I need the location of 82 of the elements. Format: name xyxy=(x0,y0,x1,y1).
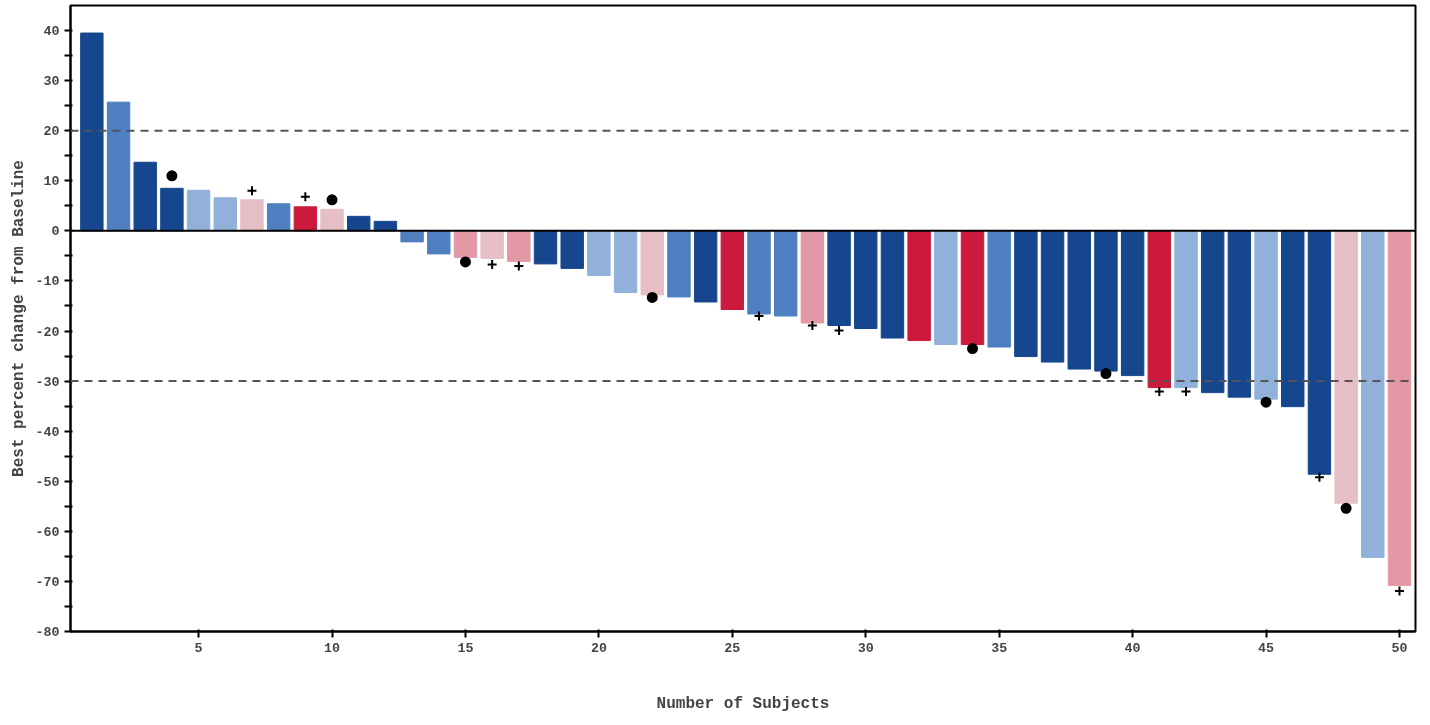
bar xyxy=(533,230,558,265)
point xyxy=(1100,368,1112,380)
bar xyxy=(1387,230,1412,586)
bar xyxy=(613,230,638,293)
bar xyxy=(347,215,371,232)
y-tick-label: 20 xyxy=(43,124,60,140)
x-tick-label: 25 xyxy=(724,640,741,656)
y-tick-label: 40 xyxy=(43,24,60,40)
bar xyxy=(160,187,184,232)
bar xyxy=(106,101,131,232)
point xyxy=(459,256,471,268)
y-tick-label: -80 xyxy=(35,625,60,640)
y-tick-label: 10 xyxy=(43,174,60,190)
bar xyxy=(693,230,718,303)
bar xyxy=(213,197,237,232)
y-axis-title: Best percent change from Baseline xyxy=(9,160,28,477)
bar xyxy=(1254,230,1278,400)
bar xyxy=(907,230,931,342)
point xyxy=(1340,502,1352,514)
y-tick-label: -60 xyxy=(35,524,60,540)
point xyxy=(166,170,178,182)
bar xyxy=(773,230,798,317)
x-tick-label: 50 xyxy=(1391,640,1408,656)
point xyxy=(646,291,658,303)
bar xyxy=(453,230,478,258)
y-tick-label: -50 xyxy=(35,474,60,490)
bar xyxy=(507,230,531,262)
bar xyxy=(186,189,211,232)
bar xyxy=(934,230,958,346)
bar xyxy=(1281,230,1305,408)
bar xyxy=(640,230,664,296)
y-tick-label: -20 xyxy=(35,324,60,340)
y-tick-label: -10 xyxy=(35,274,60,290)
bar xyxy=(80,32,104,232)
bar xyxy=(560,230,584,269)
x-tick-label: 30 xyxy=(857,640,874,656)
bar xyxy=(1040,230,1065,363)
bar xyxy=(1174,230,1198,389)
bar xyxy=(1307,230,1332,475)
point xyxy=(1260,396,1272,408)
bar xyxy=(747,230,771,315)
bar xyxy=(266,203,291,232)
x-tick-label: 45 xyxy=(1258,640,1275,656)
bar xyxy=(1067,230,1091,370)
bar xyxy=(587,230,611,276)
x-axis-title: Number of Subjects xyxy=(656,694,830,713)
x-tick-label: 10 xyxy=(324,640,341,656)
x-tick-label: 40 xyxy=(1124,640,1141,656)
bar xyxy=(987,230,1011,348)
y-tick-label: -30 xyxy=(35,374,60,390)
bar xyxy=(1120,230,1145,377)
bar xyxy=(960,230,985,346)
x-tick-label: 35 xyxy=(991,640,1008,656)
bar xyxy=(1200,230,1225,394)
bar xyxy=(480,230,504,259)
bar xyxy=(1227,230,1252,398)
bar xyxy=(854,230,878,330)
bar xyxy=(400,230,424,243)
bar xyxy=(720,230,745,310)
bar xyxy=(293,206,318,232)
bar xyxy=(240,199,264,232)
bar xyxy=(427,230,451,255)
bar xyxy=(133,161,157,232)
point xyxy=(326,194,338,206)
bar xyxy=(827,230,851,327)
bar xyxy=(320,208,344,232)
point xyxy=(967,343,978,355)
bar xyxy=(880,230,905,339)
y-tick-label: -70 xyxy=(35,574,60,590)
bar xyxy=(1147,230,1172,389)
x-tick-label: 5 xyxy=(194,640,203,656)
y-tick-label: 30 xyxy=(43,74,60,90)
bar xyxy=(1334,230,1358,504)
y-tick-label: 0 xyxy=(51,224,60,240)
bar xyxy=(667,230,691,298)
bar xyxy=(1361,230,1385,558)
bar xyxy=(1094,230,1118,372)
x-tick-label: 15 xyxy=(457,640,474,656)
x-tick-label: 20 xyxy=(590,640,607,656)
y-tick-label: -40 xyxy=(35,424,60,440)
bar xyxy=(1014,230,1038,358)
bar xyxy=(800,230,825,324)
